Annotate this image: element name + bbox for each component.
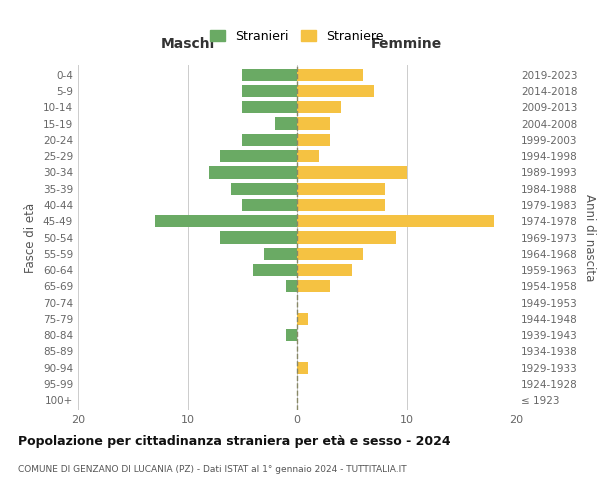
Bar bbox=[297, 362, 308, 374]
Text: Popolazione per cittadinanza straniera per età e sesso - 2024: Popolazione per cittadinanza straniera p… bbox=[18, 435, 451, 448]
Bar bbox=[242, 134, 297, 146]
Bar bbox=[253, 264, 297, 276]
Y-axis label: Anni di nascita: Anni di nascita bbox=[583, 194, 596, 281]
Bar bbox=[297, 199, 385, 211]
Bar bbox=[209, 166, 297, 178]
Bar bbox=[297, 215, 494, 228]
Bar bbox=[220, 150, 297, 162]
Bar bbox=[242, 68, 297, 81]
Bar bbox=[297, 182, 385, 195]
Bar bbox=[297, 248, 362, 260]
Bar bbox=[242, 101, 297, 114]
Bar bbox=[297, 68, 362, 81]
Bar bbox=[297, 134, 330, 146]
Bar bbox=[155, 215, 297, 228]
Text: Femmine: Femmine bbox=[371, 37, 442, 51]
Bar bbox=[297, 101, 341, 114]
Y-axis label: Fasce di età: Fasce di età bbox=[25, 202, 37, 272]
Bar bbox=[297, 232, 395, 243]
Text: COMUNE DI GENZANO DI LUCANIA (PZ) - Dati ISTAT al 1° gennaio 2024 - TUTTITALIA.I: COMUNE DI GENZANO DI LUCANIA (PZ) - Dati… bbox=[18, 465, 407, 474]
Bar bbox=[286, 329, 297, 341]
Bar bbox=[286, 280, 297, 292]
Bar bbox=[232, 182, 297, 195]
Legend: Stranieri, Straniere: Stranieri, Straniere bbox=[210, 30, 384, 43]
Bar bbox=[220, 232, 297, 243]
Bar bbox=[275, 118, 297, 130]
Bar bbox=[297, 118, 330, 130]
Bar bbox=[242, 85, 297, 97]
Bar bbox=[264, 248, 297, 260]
Bar bbox=[297, 264, 352, 276]
Bar bbox=[297, 166, 407, 178]
Text: Maschi: Maschi bbox=[160, 37, 215, 51]
Bar bbox=[242, 199, 297, 211]
Bar bbox=[297, 85, 374, 97]
Bar bbox=[297, 150, 319, 162]
Bar bbox=[297, 280, 330, 292]
Bar bbox=[297, 313, 308, 325]
